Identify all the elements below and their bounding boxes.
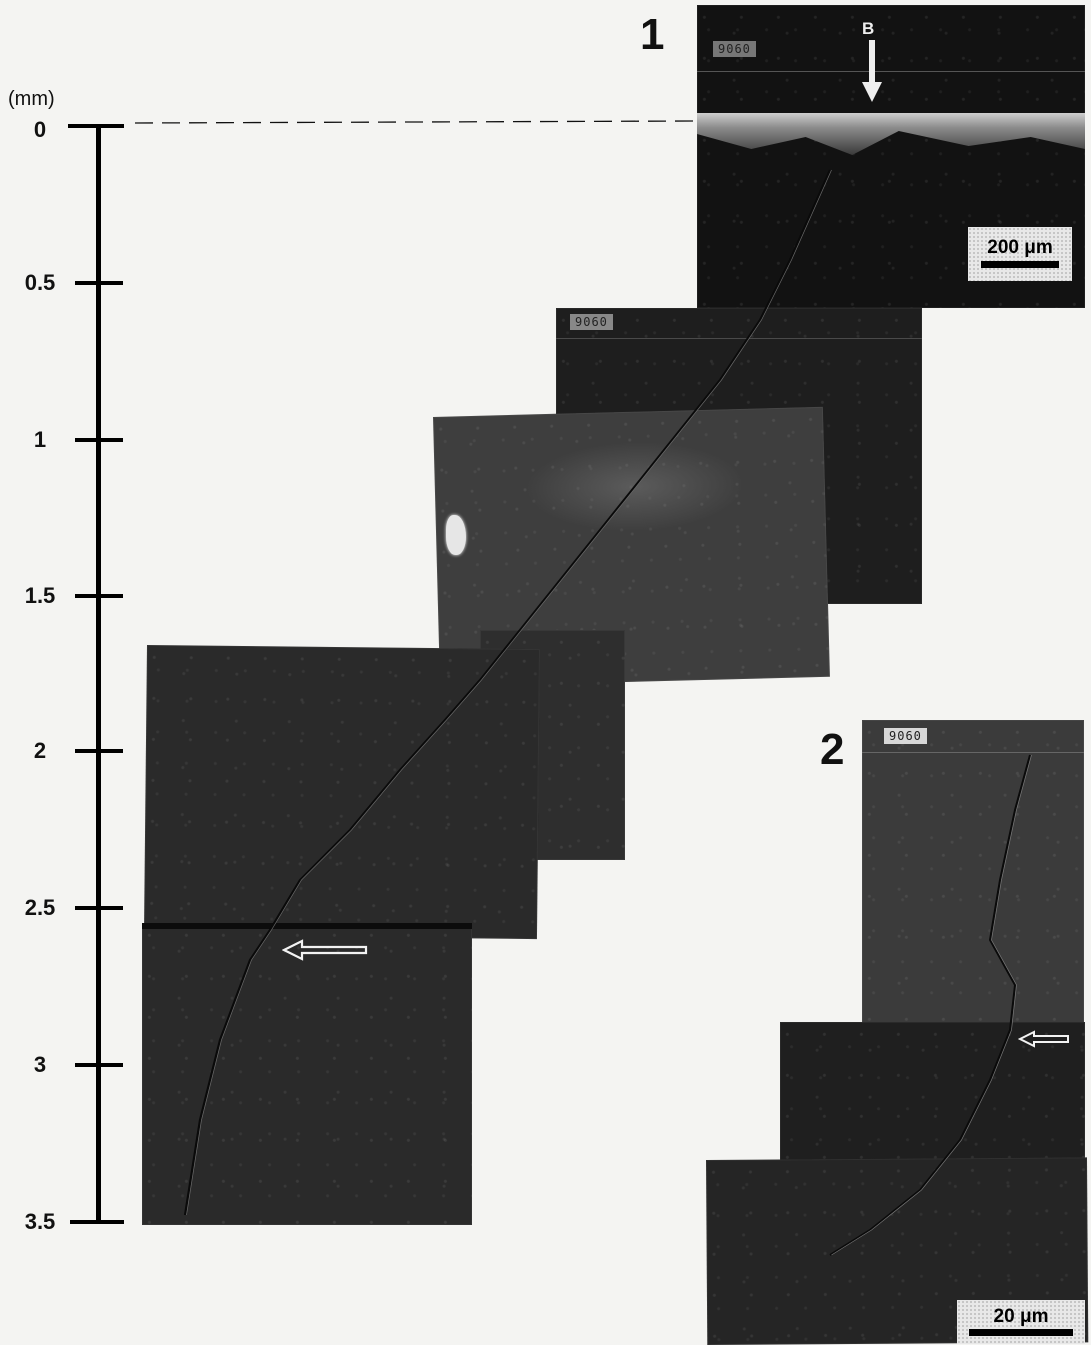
scale-bar-200um: 200 μm bbox=[968, 227, 1072, 281]
figure-number-1: 1 bbox=[640, 10, 665, 59]
axis-tick bbox=[75, 906, 123, 910]
micrograph-plate bbox=[142, 923, 472, 1225]
left-arrow-icon bbox=[1018, 1030, 1069, 1048]
axis-tick bbox=[75, 594, 123, 598]
axis-tick-label: 3 bbox=[33, 1052, 47, 1077]
surface-marker-label: B bbox=[862, 19, 875, 38]
axis-tick bbox=[75, 438, 123, 442]
axis-tick-label: 1 bbox=[33, 427, 47, 452]
axis-unit-label: (mm) bbox=[8, 88, 55, 110]
instrument-tag: 9060 bbox=[713, 41, 756, 57]
axis-tick-label: 1.5 bbox=[24, 583, 56, 608]
axis-tick-label: 2.5 bbox=[24, 895, 56, 920]
left-arrow-icon bbox=[282, 939, 368, 961]
axis-tick-label: 3.5 bbox=[24, 1209, 56, 1234]
instrument-tag: 9060 bbox=[884, 728, 927, 744]
scale-bar-label: 200 μm bbox=[987, 237, 1053, 258]
axis-tick bbox=[68, 124, 124, 128]
axis-tick bbox=[75, 281, 123, 285]
down-arrow-icon bbox=[862, 40, 882, 102]
axis-tick bbox=[75, 749, 123, 753]
figure-number-2: 2 bbox=[820, 725, 845, 774]
scale-bar-20um: 20 μm bbox=[957, 1300, 1085, 1344]
axis-tick bbox=[70, 1220, 124, 1224]
axis-tick-label: 2 bbox=[33, 738, 47, 763]
debris-particle bbox=[446, 515, 466, 555]
scale-bar-label: 20 μm bbox=[993, 1306, 1049, 1327]
axis-tick bbox=[75, 1063, 123, 1067]
axis-tick-label: 0 bbox=[33, 117, 47, 142]
instrument-tag: 9060 bbox=[570, 314, 613, 330]
micrograph-plate bbox=[862, 720, 1084, 1032]
depth-axis bbox=[96, 126, 101, 1222]
zero-reference-line bbox=[134, 120, 696, 124]
axis-tick-label: 0.5 bbox=[24, 270, 56, 295]
